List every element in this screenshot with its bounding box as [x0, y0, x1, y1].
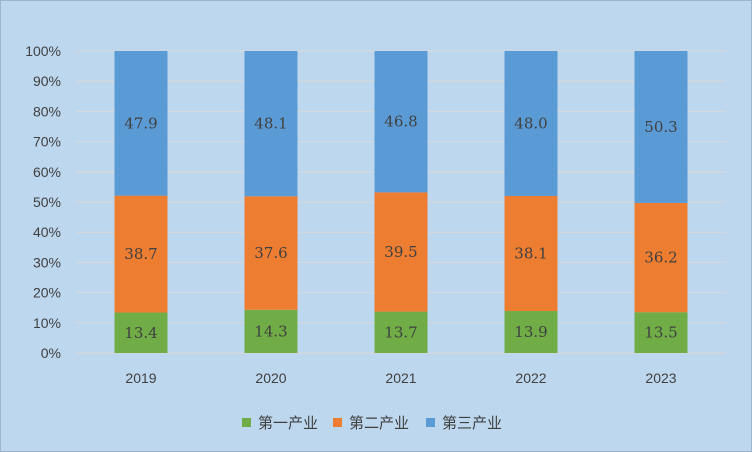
y-tick-label: 10%	[33, 315, 61, 331]
bar-segment	[374, 311, 428, 353]
bar-segment	[114, 312, 168, 353]
y-axis: 0% 10% 20% 30% 40% 50% 60% 70% 80% 90% 100%	[25, 43, 61, 361]
bar-segment	[504, 311, 558, 353]
bar-segment	[504, 51, 558, 196]
bar-segment	[504, 195, 558, 312]
y-tick-label: 100%	[25, 43, 61, 59]
y-tick-label: 90%	[33, 73, 61, 89]
y-tick-label: 30%	[33, 254, 61, 270]
bar-segment	[634, 51, 688, 203]
x-tick-label: 2019	[125, 370, 156, 386]
data-label: 36.2	[644, 249, 677, 267]
y-tick-label: 70%	[33, 134, 61, 150]
data-label: 38.7	[124, 245, 157, 263]
x-tick-label: 2022	[515, 370, 546, 386]
data-label: 13.7	[384, 323, 417, 341]
legend-label: 第二产业	[349, 414, 409, 432]
bar-segment	[374, 192, 428, 312]
y-tick-label: 50%	[33, 194, 61, 210]
legend-swatch	[426, 418, 435, 427]
legend-label: 第三产业	[442, 414, 502, 432]
data-label: 13.9	[514, 323, 547, 341]
data-label: 48.1	[254, 115, 287, 133]
data-label: 38.1	[514, 244, 547, 262]
bar-segment	[374, 51, 428, 193]
bar-segment	[244, 309, 298, 353]
data-label: 14.3	[254, 322, 287, 340]
data-label: 37.6	[254, 244, 287, 262]
x-tick-label: 2021	[385, 370, 416, 386]
y-tick-label: 40%	[33, 224, 61, 240]
y-tick-label: 60%	[33, 164, 61, 180]
bar-segment	[244, 51, 298, 197]
legend: 第一产业 第二产业 第三产业	[242, 414, 502, 432]
bar-segment	[634, 202, 688, 313]
legend-swatch	[242, 418, 251, 427]
y-tick-label: 20%	[33, 285, 61, 301]
bars: 13.4 38.7 47.9 14.3 37.6 48.1 13.7 39.5 46.8 13.9…	[114, 51, 688, 353]
data-label: 48.0	[514, 114, 547, 132]
y-tick-label: 80%	[33, 103, 61, 119]
x-tick-label: 2020	[255, 370, 286, 386]
legend-label: 第一产业	[258, 414, 318, 432]
bar-segment	[244, 196, 298, 310]
data-label: 13.5	[644, 324, 677, 342]
data-label: 47.9	[124, 114, 157, 132]
bar-segment	[114, 51, 168, 196]
data-label: 50.3	[644, 118, 677, 136]
y-tick-label: 0%	[41, 345, 61, 361]
data-label: 46.8	[384, 113, 417, 131]
x-tick-label: 2023	[645, 370, 676, 386]
data-label: 39.5	[384, 243, 417, 261]
data-label: 13.4	[124, 324, 157, 342]
bar-segment	[114, 195, 168, 313]
legend-swatch	[333, 418, 342, 427]
bar-segment	[634, 312, 688, 353]
x-axis: 2019 2020 2021 2022 2023	[125, 370, 676, 386]
